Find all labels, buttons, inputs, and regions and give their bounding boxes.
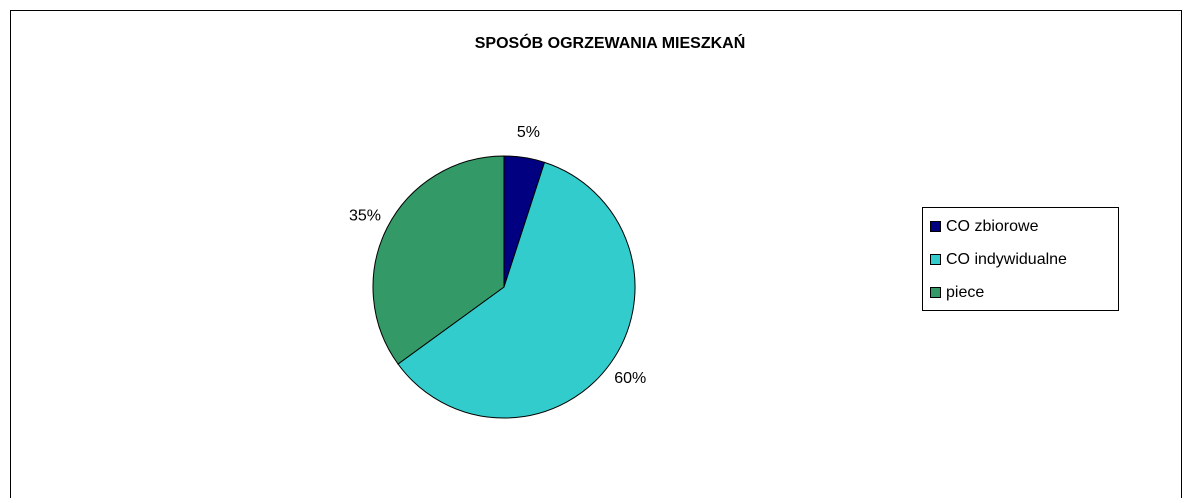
legend-label: piece — [946, 284, 984, 301]
chart-title: SPOSÓB OGRZEWANIA MIESZKAŃ — [475, 33, 746, 52]
pie-slice — [372, 155, 505, 365]
legend-box — [922, 207, 1119, 311]
legend-label: CO indywidualne — [946, 251, 1067, 268]
pie-slice — [397, 161, 636, 419]
value-label: 35% — [349, 207, 381, 224]
value-label: 60% — [614, 370, 646, 387]
legend-swatch — [930, 221, 941, 232]
legend-swatch — [930, 254, 941, 265]
legend-swatch — [930, 287, 941, 298]
value-label: 5% — [517, 124, 540, 141]
legend-label: CO zbiorowe — [946, 218, 1039, 235]
